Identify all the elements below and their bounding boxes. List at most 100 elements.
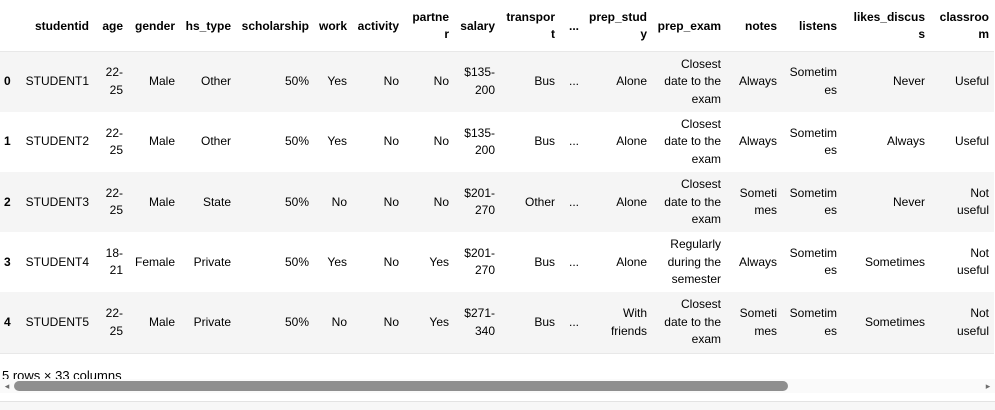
- cell: STUDENT3: [25, 194, 89, 209]
- cell: Male: [148, 194, 175, 209]
- scrollbar-right-arrow-icon[interactable]: ▸: [985, 380, 991, 391]
- cell: Sometimes: [789, 65, 837, 97]
- cell: No: [331, 314, 347, 329]
- cell: Alone: [616, 74, 647, 89]
- cell: Sometimes: [789, 125, 837, 158]
- cell: 18-21: [105, 245, 123, 278]
- cell: Yes: [327, 134, 347, 149]
- cell: No: [433, 194, 449, 209]
- cell: Yes: [429, 254, 449, 269]
- cell: Always: [738, 74, 777, 89]
- cell: $201-270: [464, 185, 495, 218]
- column-header-scholarship: scholarship: [236, 2, 314, 52]
- cell: Female: [134, 254, 175, 269]
- scrollbar-thumb[interactable]: [14, 381, 788, 391]
- cell: Other: [524, 194, 555, 209]
- cell: No: [383, 194, 399, 209]
- row-index: 1: [4, 134, 11, 149]
- cell: Sometimes: [739, 306, 777, 338]
- column-header-work: work: [314, 2, 352, 52]
- cell: Closest date to the exam: [664, 56, 721, 106]
- cell: Yes: [429, 314, 449, 329]
- cell: Sometimes: [739, 185, 777, 218]
- cell: Other: [200, 74, 231, 89]
- cell: With friends: [610, 306, 647, 338]
- cell: Alone: [616, 194, 647, 209]
- row-index: 0: [4, 74, 11, 89]
- table-row: 2 STUDENT3 22-25 Male State 50% No No No $201-270…: [0, 172, 994, 233]
- cell: STUDENT5: [25, 314, 89, 329]
- cell: ...: [568, 314, 579, 329]
- cell: Male: [148, 314, 175, 329]
- cell: Sometimes: [789, 306, 837, 338]
- column-header--: ...: [560, 2, 584, 52]
- cell: Useful: [954, 74, 989, 89]
- cell: No: [383, 134, 399, 149]
- cell: No: [383, 254, 399, 269]
- cell: Bus: [534, 254, 555, 269]
- table-row: 3 STUDENT4 18-21 Female Private 50% Yes No Yes $2…: [0, 232, 994, 293]
- column-header-activity: activity: [352, 2, 404, 52]
- cell: ...: [568, 254, 579, 269]
- index-corner-cell: [0, 2, 20, 52]
- column-header-likes-discuss: likes_discuss: [842, 2, 930, 52]
- cell: 50%: [284, 74, 309, 89]
- cell: Closest date to the exam: [664, 297, 721, 347]
- column-header-prep-study: prep_study: [584, 2, 652, 52]
- cell: No: [433, 74, 449, 89]
- cell: Private: [193, 254, 231, 269]
- cell: Bus: [534, 74, 555, 89]
- scrollbar-left-arrow-icon[interactable]: ◂: [4, 380, 10, 391]
- column-header-prep-exam: prep_exam: [652, 2, 726, 52]
- cell: ...: [568, 194, 579, 209]
- scrollbar-track[interactable]: [14, 379, 981, 393]
- table-row: 1 STUDENT2 22-25 Male Other 50% Yes No No $135-20…: [0, 111, 994, 173]
- header-row: studentid age gender hs_type scholarship work…: [0, 2, 994, 52]
- horizontal-scrollbar[interactable]: ◂ ▸: [0, 379, 995, 393]
- cell: 22-25: [105, 185, 123, 218]
- table-row: 0 STUDENT1 22-25 Male Other 50% Yes No No $135-20…: [0, 51, 994, 112]
- cell: 50%: [284, 194, 309, 209]
- column-header-transport: transport: [500, 2, 560, 52]
- cell: Sometimes: [864, 254, 925, 269]
- column-header-listens: listens: [782, 2, 842, 52]
- dataframe-body: 0 STUDENT1 22-25 Male Other 50% Yes No No $135-20…: [0, 51, 994, 354]
- cell: 22-25: [105, 125, 123, 158]
- next-cell-divider: [0, 401, 995, 410]
- cell: 22-25: [105, 306, 123, 338]
- cell: $271-340: [464, 306, 495, 338]
- cell: ...: [568, 134, 579, 149]
- column-header-gender: gender: [128, 2, 180, 52]
- row-index: 2: [4, 194, 11, 209]
- cell: 50%: [284, 134, 309, 149]
- column-header-notes: notes: [726, 2, 782, 52]
- cell: Always: [886, 134, 925, 149]
- cell: Bus: [534, 134, 555, 149]
- dataframe-shape-summary: 5 rows × 33 columns: [2, 367, 122, 383]
- cell: Yes: [327, 254, 347, 269]
- cell: STUDENT1: [25, 74, 89, 89]
- cell: State: [202, 194, 231, 209]
- cell: Regularly during the semester: [667, 237, 721, 287]
- cell: No: [383, 314, 399, 329]
- cell: Sometimes: [789, 185, 837, 218]
- cell: Never: [892, 194, 925, 209]
- cell: STUDENT4: [25, 254, 89, 269]
- column-header-hs-type: hs_type: [180, 2, 236, 52]
- cell: $135-200: [464, 65, 495, 97]
- cell: Always: [738, 134, 777, 149]
- cell: Sometimes: [864, 314, 925, 329]
- dataframe-header: studentid age gender hs_type scholarship work…: [0, 2, 994, 52]
- column-header-studentid: studentid: [20, 2, 94, 52]
- cell: Never: [892, 74, 925, 89]
- cell: $135-200: [464, 125, 495, 158]
- cell: Not useful: [956, 185, 989, 218]
- cell: Male: [148, 134, 175, 149]
- cell: Not useful: [956, 245, 989, 278]
- cell: Yes: [327, 74, 347, 89]
- row-index: 3: [4, 254, 11, 269]
- cell: 50%: [284, 314, 309, 329]
- cell: 22-25: [105, 65, 123, 97]
- column-header-salary: salary: [454, 2, 500, 52]
